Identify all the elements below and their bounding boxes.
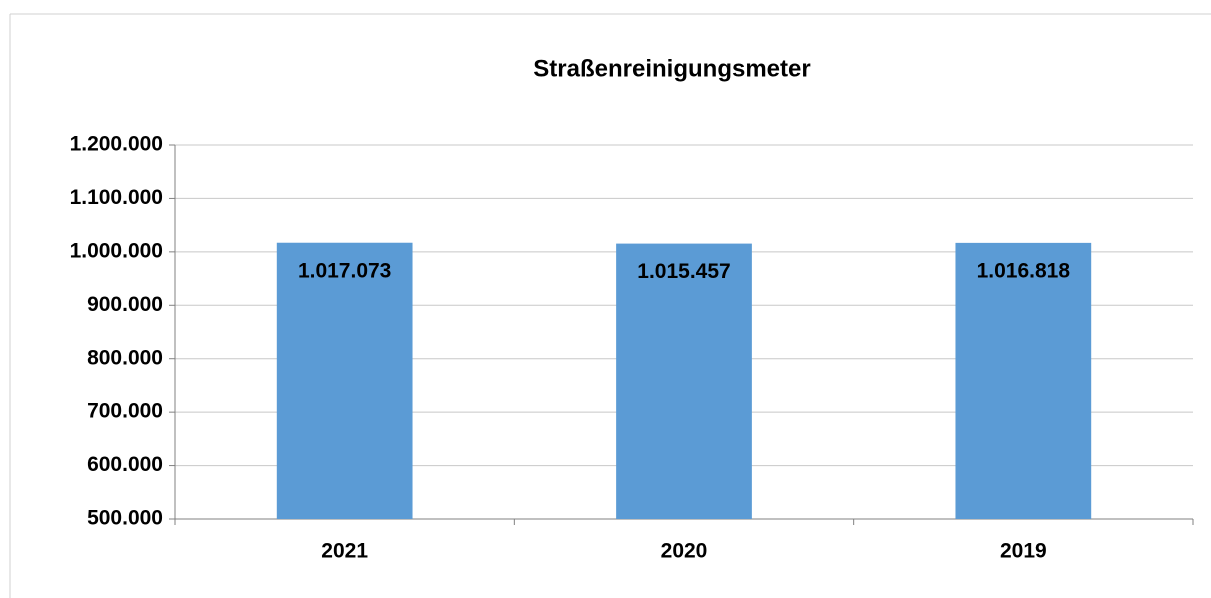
bar xyxy=(276,242,413,519)
y-tick-label: 500.000 xyxy=(87,507,163,530)
y-tick-label: 800.000 xyxy=(87,346,163,369)
data-label: 1.016.818 xyxy=(977,259,1071,282)
x-tick-label: 2021 xyxy=(321,540,368,563)
bar xyxy=(616,243,752,519)
y-tick-label: 900.000 xyxy=(87,293,163,316)
y-tick-label: 1.200.000 xyxy=(70,133,163,156)
bar xyxy=(955,242,1092,519)
y-tick-label: 600.000 xyxy=(87,453,163,476)
y-tick-label: 1.000.000 xyxy=(70,239,163,262)
chart-title: Straßenreinigungsmeter xyxy=(533,55,810,82)
x-tick-label: 2019 xyxy=(1000,540,1047,563)
y-tick-label: 700.000 xyxy=(87,400,163,423)
x-tick-label: 2020 xyxy=(661,540,708,563)
data-label: 1.015.457 xyxy=(637,260,730,283)
y-tick-label: 1.100.000 xyxy=(70,186,163,209)
data-label: 1.017.073 xyxy=(298,259,391,282)
